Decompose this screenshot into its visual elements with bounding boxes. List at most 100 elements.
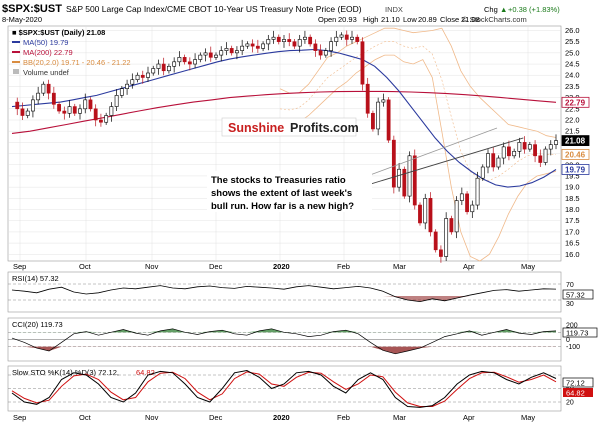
candle-body (308, 36, 313, 45)
candle-body (507, 146, 511, 157)
candle-body (57, 104, 61, 112)
price-tick-label: 23.5 (565, 82, 580, 91)
candle-body (156, 63, 161, 69)
candle-body (517, 142, 522, 152)
price-tick-label: 17.5 (565, 216, 580, 225)
candle-body (46, 83, 51, 94)
candle-body (161, 63, 166, 72)
candle-body (255, 45, 260, 49)
candle-body (88, 99, 93, 110)
close-label: Close (440, 15, 459, 24)
price-tick-label: 24.5 (565, 60, 580, 69)
candle-body (344, 34, 349, 40)
candle-body (423, 198, 428, 224)
brand-domain: Profits.com (290, 121, 359, 135)
exchange-label: INDX (385, 5, 403, 14)
candle-body (444, 218, 449, 257)
sto-tick-label: 20 (566, 400, 574, 407)
candle-body (287, 39, 292, 42)
brand-box (221, 117, 357, 137)
candle-body (125, 83, 129, 89)
close-value: 21.08 (461, 15, 480, 24)
price-tick-label: 24.0 (565, 71, 580, 80)
symbol-title: $SPX:$UST (2, 3, 62, 15)
candle-body (454, 200, 459, 233)
candle-body (292, 41, 297, 47)
candle-body (355, 36, 360, 42)
candle-body (418, 204, 422, 224)
candle-body (250, 43, 255, 47)
price-tick-label: 26.0 (565, 26, 580, 35)
candle-body (245, 43, 250, 47)
sto-label: Slow STO %K(14) %D(3) 72.12, (12, 368, 119, 377)
x-label-bottom: May (521, 413, 535, 422)
x-label-bottom: Oct (79, 413, 92, 422)
candle-body (386, 99, 391, 141)
x-label-top: Mar (393, 262, 406, 271)
sto-badge2-box (563, 388, 593, 397)
candle-body (172, 61, 177, 67)
rsi-label: RSI(14) 57.32 (12, 274, 59, 283)
ma200-line (11, 90, 557, 134)
price-badge-box (561, 164, 590, 175)
x-label-top: Oct (79, 262, 92, 271)
watermark: © StockCharts.com (462, 15, 527, 24)
candle-body (376, 101, 381, 130)
candle-body (282, 39, 286, 42)
price-tick-label: 17.0 (565, 227, 580, 236)
candle-body (229, 48, 234, 54)
price-tick-label: 22.5 (565, 104, 580, 113)
x-label-bottom: Nov (145, 413, 159, 422)
candle-body (135, 74, 140, 81)
low-label: Low (403, 15, 417, 24)
candle-body (198, 54, 203, 60)
candle-body (522, 142, 527, 150)
candle-body (350, 36, 354, 40)
candle-body (527, 144, 532, 150)
candle-body (554, 140, 558, 145)
candle-body (140, 74, 145, 78)
candle-body (486, 153, 490, 168)
x-label-bottom: Feb (337, 413, 350, 422)
candle-body (193, 59, 197, 65)
candle-body (428, 198, 433, 233)
price-badge-box (561, 149, 590, 160)
candle-body (25, 110, 30, 116)
candle-body (78, 108, 82, 114)
candle-body (360, 41, 365, 85)
price-panel: 16.016.517.017.518.018.519.019.520.020.5… (7, 25, 580, 263)
annotation-pointer (369, 127, 498, 176)
candle-body (533, 144, 537, 157)
candle-body (412, 155, 417, 206)
open-value: 20.93 (338, 15, 357, 24)
price-tick-label: 25.0 (565, 48, 580, 57)
x-label-top: Apr (463, 262, 475, 271)
symbol-description: S&P 500 Large Cap Index/CME CBOT 10-Year… (66, 4, 362, 14)
sto-label-d: 64.82 (136, 368, 155, 377)
cci-panel: CCI(20) 119.73 200 0-100 119.73 (7, 317, 598, 362)
candle-body (93, 108, 98, 121)
price-tick-label: 19.5 (565, 171, 580, 180)
slow-sto-panel: Slow STO %K(14) %D(3) 72.12, 64.82 5020 … (7, 365, 594, 412)
candle-body (119, 88, 124, 96)
candle-body (318, 50, 323, 56)
candle-body (475, 177, 480, 206)
candle-body (365, 83, 370, 114)
x-label-bottom: 2020 (273, 413, 290, 422)
candle-body (72, 106, 77, 114)
candle-body (512, 151, 517, 157)
candle-body (235, 50, 239, 54)
price-tick-label: 21.5 (565, 127, 580, 136)
x-label-top: May (521, 262, 535, 271)
legend-ma200: MA(200) 22.79 (23, 48, 73, 57)
candle-body (224, 48, 229, 51)
price-tick-label: 18.0 (565, 205, 580, 214)
candle-body (146, 72, 150, 78)
bb-upper-line (279, 27, 557, 138)
price-badge-value: 19.79 (565, 165, 586, 174)
change-readout: Chg ▲ +0.38 (+1.83%) (484, 5, 560, 14)
rsi-line (11, 285, 557, 303)
x-label-bottom: Dec (209, 413, 223, 422)
annotation-background (207, 171, 372, 212)
candle-body (114, 95, 119, 107)
